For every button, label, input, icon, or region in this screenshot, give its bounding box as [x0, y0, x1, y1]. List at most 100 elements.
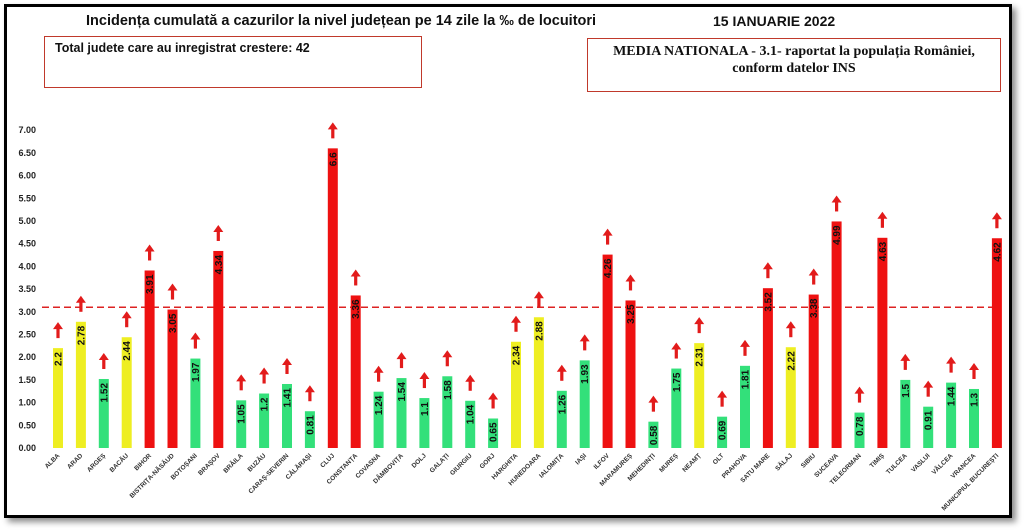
up-arrow-icon [259, 367, 270, 384]
category-label: ALBA [44, 452, 62, 470]
national-average-box: MEDIA NATIONALA - 3.1- raportat la popul… [587, 38, 1001, 92]
bar [213, 250, 224, 448]
up-arrow-icon [304, 385, 315, 402]
up-arrow-icon [419, 372, 430, 389]
bar [740, 365, 750, 448]
category-label: BRAȘOV [197, 452, 222, 477]
up-arrow-icon [923, 380, 934, 397]
value-label: 2.31 [695, 347, 706, 367]
up-arrow-icon [465, 374, 476, 391]
bar [236, 400, 247, 448]
up-arrow-icon [144, 244, 155, 261]
bar [533, 317, 544, 448]
up-arrow-icon [396, 352, 407, 369]
category-label: SIBIU [800, 452, 817, 469]
value-label: 1.58 [443, 380, 454, 400]
value-label: 2.34 [512, 345, 523, 365]
up-arrow-icon [648, 395, 659, 412]
value-label: 1.5 [901, 383, 912, 397]
bar [900, 379, 911, 448]
y-tick-label: 3.50 [18, 284, 36, 294]
bar [625, 300, 636, 448]
bar [144, 270, 155, 448]
y-tick-label: 6.00 [18, 171, 36, 181]
up-arrow-icon [877, 211, 888, 228]
bar [969, 388, 979, 448]
up-arrow-icon [556, 364, 567, 381]
y-tick-label: 0.00 [18, 443, 36, 453]
bar [511, 341, 521, 448]
up-arrow-icon [991, 212, 1002, 229]
up-arrow-icon [488, 392, 499, 409]
bar [831, 221, 842, 448]
y-tick-label: 3.00 [18, 307, 36, 317]
up-arrow-icon [53, 322, 63, 339]
bar [98, 378, 109, 448]
value-label: 2.88 [534, 321, 545, 341]
value-label: 2.44 [122, 341, 133, 361]
bar [442, 376, 453, 448]
value-label: 1.3 [970, 393, 981, 407]
value-label: 1.81 [741, 369, 752, 389]
bar [396, 378, 407, 448]
bar [282, 383, 292, 448]
up-arrow-icon [602, 228, 613, 245]
up-arrow-icon [694, 317, 705, 334]
up-arrow-icon [785, 321, 796, 338]
category-label: NEAMȚ [681, 452, 702, 473]
up-arrow-icon [213, 224, 224, 241]
category-label: GORJ [479, 452, 497, 470]
value-label: 4.63 [878, 241, 889, 261]
value-label: 0.91 [924, 410, 935, 430]
value-label: 0.81 [305, 415, 316, 435]
category-label: MUREȘ [658, 452, 680, 474]
category-label: TIMIȘ [869, 452, 887, 470]
category-label: TULCEA [885, 452, 909, 476]
value-label: 2.2 [54, 352, 65, 366]
up-arrow-icon [98, 352, 109, 369]
bar [488, 418, 499, 448]
up-arrow-icon [854, 386, 865, 403]
up-arrow-icon [236, 374, 247, 391]
up-arrow-icon [946, 356, 957, 373]
value-label: 3.52 [763, 292, 774, 312]
value-label: 1.44 [947, 386, 958, 406]
value-label: 3.36 [351, 299, 362, 319]
value-label: 1.2 [260, 397, 271, 411]
up-arrow-icon [831, 195, 842, 212]
up-arrow-icon [762, 262, 773, 279]
bar [991, 238, 1002, 448]
category-label: VÂLCEA [929, 451, 954, 476]
bar [259, 393, 270, 448]
value-label: 4.34 [214, 255, 225, 275]
up-arrow-icon [350, 269, 361, 286]
value-label: 6.6 [328, 152, 339, 166]
bar [373, 391, 384, 448]
bar [717, 416, 728, 448]
category-label: IAȘI [574, 452, 588, 466]
national-average-line2: conform datelor INS [732, 61, 856, 76]
bar [419, 398, 430, 448]
value-label: 3.25 [626, 304, 637, 324]
value-label: 1.04 [466, 404, 477, 424]
bar [350, 295, 361, 448]
value-label: 3.05 [168, 313, 179, 333]
up-arrow-icon [511, 315, 521, 332]
up-arrow-icon [373, 365, 384, 382]
category-label: BACĂU [107, 451, 130, 474]
up-arrow-icon [579, 334, 590, 351]
bar [53, 348, 63, 448]
bar [167, 309, 178, 448]
bar [671, 368, 682, 448]
value-label: 0.65 [489, 422, 500, 442]
category-label: GALAȚI [429, 452, 451, 474]
category-label: CLUJ [319, 452, 336, 469]
category-label: ARGEȘ [86, 452, 108, 474]
up-arrow-icon [442, 350, 453, 367]
category-label: CARAȘ-SEVERIN [247, 452, 290, 495]
value-label: 2.22 [786, 351, 797, 371]
y-tick-label: 2.50 [18, 330, 36, 340]
value-label: 1.24 [374, 395, 385, 415]
up-arrow-icon [808, 268, 819, 285]
report-date: 15 IANUARIE 2022 [713, 13, 836, 29]
